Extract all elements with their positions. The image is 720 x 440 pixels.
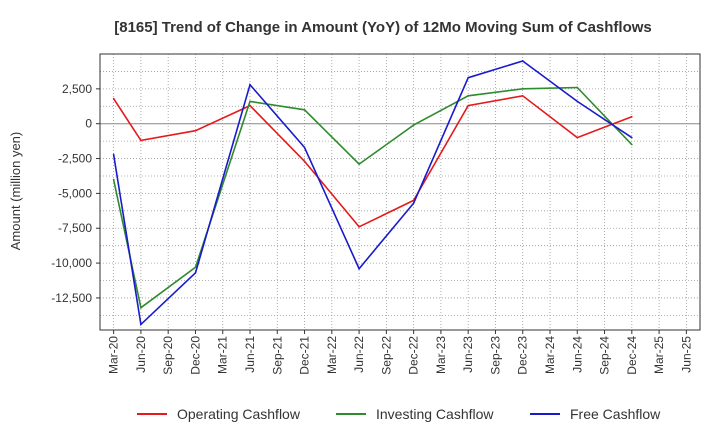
chart-title: [8165] Trend of Change in Amount (YoY) o… [114, 19, 652, 36]
x-tick-label: Sep-21 [270, 336, 284, 375]
series-line [112, 60, 633, 327]
data-point [358, 226, 360, 228]
x-tick-label: Mar-21 [216, 336, 230, 374]
y-tick-label: -2,500 [58, 152, 92, 166]
data-point [467, 76, 469, 79]
y-tick-label: -7,500 [58, 221, 92, 235]
data-point [412, 124, 415, 126]
y-tick-label: -10,000 [51, 256, 92, 270]
x-tick-label: Mar-20 [107, 336, 121, 374]
x-tick-label: Sep-24 [598, 336, 612, 375]
y-tick-label: 0 [85, 117, 92, 131]
data-point [576, 100, 579, 103]
plot-frame [99, 53, 701, 331]
x-tick-label: Dec-21 [298, 336, 312, 375]
y-axis-label: Amount (million yen) [8, 132, 23, 251]
x-tick-label: Jun-24 [570, 336, 584, 373]
legend-label: Free Cashflow [570, 406, 661, 422]
data-point [521, 88, 524, 90]
legend-label: Investing Cashflow [376, 406, 494, 422]
data-point [303, 160, 306, 163]
y-tick-label: -12,500 [51, 291, 92, 305]
y-tick-label: 2,500 [62, 82, 92, 96]
x-tick-label: Mar-25 [652, 336, 666, 374]
x-tick-label: Sep-20 [161, 336, 175, 375]
data-point [303, 146, 306, 149]
x-tick-label: Jun-22 [352, 336, 366, 373]
data-point [631, 136, 633, 139]
x-tick-label: Dec-22 [407, 336, 421, 375]
data-point [194, 272, 197, 274]
data-point [194, 129, 197, 132]
data-point [194, 266, 197, 269]
x-tick-label: Dec-23 [516, 336, 530, 375]
x-tick-label: Sep-22 [379, 336, 393, 375]
grid [100, 54, 700, 330]
x-tick-label: Mar-22 [325, 336, 339, 374]
data-point [521, 95, 524, 97]
y-ticks: 2,500 0 -2,500 -5,000 -7,500 -10,000 -12,500 [51, 82, 100, 305]
data-point [249, 83, 251, 86]
data-point [576, 136, 579, 139]
x-tick-label: Jun-25 [679, 336, 693, 373]
x-tick-label: Mar-23 [434, 336, 448, 374]
data-point [112, 178, 115, 181]
x-tick-label: Jun-21 [243, 336, 257, 373]
data-point [112, 97, 115, 100]
data-point [576, 86, 579, 89]
data-point [112, 153, 115, 156]
x-tick-label: Jun-23 [461, 336, 475, 373]
x-tick-label: Jun-20 [134, 336, 148, 373]
data-point [631, 143, 633, 146]
y-tick-label: -5,000 [58, 186, 92, 200]
x-ticks: Mar-20 Jun-20 Sep-20 Dec-20 Mar-21 Jun-21 Sep-… [107, 330, 693, 375]
data-point [140, 323, 142, 326]
data-point [467, 95, 469, 97]
data-point [358, 267, 360, 270]
data-point [140, 139, 142, 142]
data-point [140, 306, 142, 309]
data-point [631, 115, 633, 118]
data-point [358, 163, 360, 165]
series-layer [112, 60, 633, 327]
data-point [249, 100, 251, 103]
legend-label: Operating Cashflow [177, 406, 301, 422]
data-point [303, 108, 306, 111]
legend: Operating Cashflow Investing Cashflow Free… [137, 406, 661, 422]
data-point [467, 104, 469, 107]
data-point [412, 202, 415, 204]
data-point [521, 60, 524, 62]
series-line [112, 94, 633, 228]
x-tick-label: Mar-24 [543, 336, 557, 374]
x-tick-label: Dec-24 [625, 336, 639, 375]
x-tick-label: Dec-20 [188, 336, 202, 375]
x-tick-label: Sep-23 [488, 336, 502, 375]
